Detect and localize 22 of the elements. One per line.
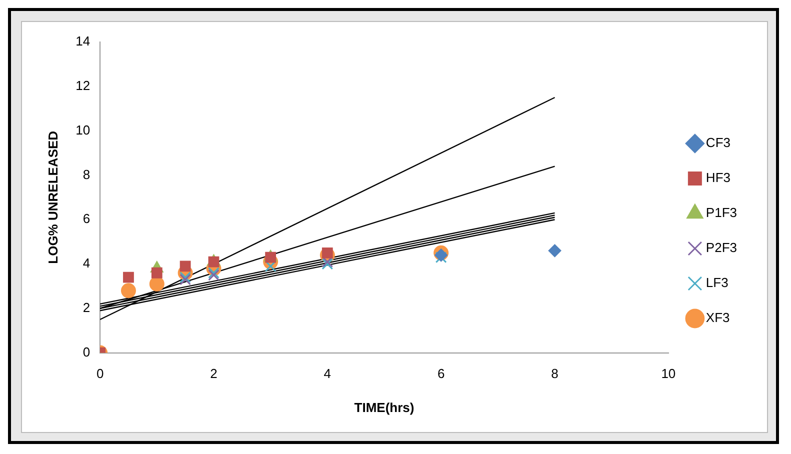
x-tick-label: 4: [324, 366, 332, 382]
x-tick-label: 2: [210, 366, 218, 382]
y-axis-title: LOG% UNRELEASED: [45, 130, 60, 264]
x-tick-label: 10: [661, 366, 676, 382]
legend-label: LF3: [706, 275, 728, 290]
x-tick-label: 8: [551, 366, 558, 382]
y-tick-label: 12: [76, 78, 90, 93]
y-tick-label: 4: [82, 256, 90, 271]
x-tick-label: 6: [437, 366, 445, 382]
legend-label: P1F3: [706, 205, 738, 220]
legend-label: HF3: [706, 170, 730, 186]
y-tick-label: 6: [82, 211, 90, 226]
legend-label: CF3: [706, 135, 730, 150]
y-tick-label: 0: [82, 344, 90, 360]
legend-label: P2F3: [706, 240, 738, 256]
x-axis-title: TIME(hrs): [354, 400, 414, 415]
y-tick-label: 10: [76, 122, 90, 138]
y-tick-label: 2: [82, 300, 90, 315]
legend-label: XF3: [706, 310, 730, 326]
x-tick-label: 0: [96, 366, 104, 382]
y-tick-label: 8: [82, 166, 90, 182]
y-tick-label: 14: [76, 34, 90, 49]
